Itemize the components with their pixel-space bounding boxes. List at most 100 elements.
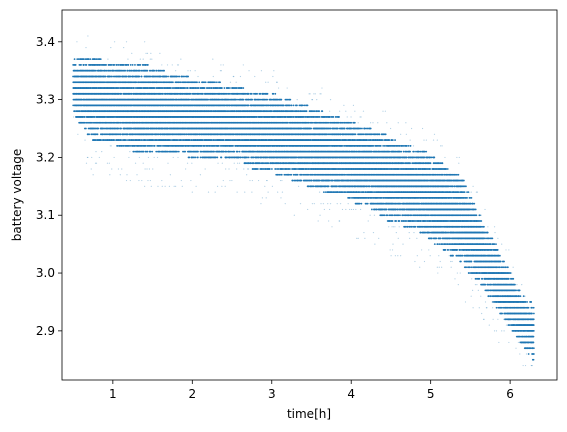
outlier-point	[191, 162, 193, 164]
outlier-point	[243, 168, 245, 170]
data-point	[207, 98, 210, 101]
data-point	[228, 87, 231, 89]
outlier-point	[85, 162, 88, 164]
data-point	[177, 150, 180, 153]
outlier-point	[136, 174, 138, 176]
data-point	[104, 81, 107, 84]
outlier-point	[161, 179, 163, 182]
data-point	[223, 87, 226, 89]
outlier-point	[113, 156, 115, 159]
data-point	[247, 92, 250, 95]
data-point	[110, 64, 113, 66]
data-point	[87, 121, 90, 124]
data-point	[94, 69, 97, 72]
outlier-point	[267, 191, 269, 193]
data-point	[250, 92, 253, 95]
outlier-point	[161, 185, 163, 187]
data-point	[124, 69, 127, 72]
outlier-point	[141, 179, 143, 182]
outlier-point	[195, 185, 197, 187]
outlier-point	[228, 168, 230, 170]
data-point	[242, 87, 245, 89]
outlier-point	[107, 58, 109, 60]
data-point	[239, 156, 242, 159]
data-point	[256, 92, 259, 95]
data-point	[111, 75, 113, 78]
outlier-point	[190, 179, 192, 182]
data-point	[214, 81, 216, 84]
data-point	[140, 75, 143, 78]
outlier-point	[236, 162, 239, 164]
outlier-point	[168, 185, 171, 187]
data-point	[78, 110, 81, 113]
outlier-point	[251, 191, 253, 193]
data-point	[102, 133, 104, 136]
data-point	[119, 133, 122, 136]
outlier-point	[151, 58, 153, 60]
outlier-point	[238, 162, 241, 164]
data-point	[165, 75, 168, 78]
data-point	[149, 150, 152, 153]
data-point	[232, 144, 234, 147]
outlier-point	[94, 162, 97, 164]
data-point	[267, 162, 270, 165]
data-point	[271, 168, 273, 170]
outlier-point	[139, 58, 141, 60]
outlier-point	[222, 64, 224, 66]
data-point	[274, 92, 277, 95]
outlier-point	[204, 168, 206, 170]
data-point	[126, 139, 128, 141]
outlier-point	[148, 168, 150, 170]
outlier-point	[260, 70, 263, 72]
outlier-point	[173, 185, 175, 187]
outlier-point	[129, 151, 131, 153]
outlier-point	[73, 116, 75, 118]
data-point	[202, 92, 204, 95]
outlier-point	[98, 156, 100, 159]
outlier-point	[110, 145, 112, 147]
data-point	[113, 139, 116, 141]
data-point	[272, 92, 275, 95]
outlier-point	[87, 156, 89, 159]
data-point	[73, 110, 76, 113]
outlier-point	[164, 185, 166, 187]
data-point	[120, 92, 123, 95]
data-point	[100, 139, 102, 141]
data-point	[83, 116, 86, 118]
data-point	[142, 150, 145, 153]
outlier-point	[101, 151, 103, 153]
data-point	[85, 64, 88, 66]
outlier-point	[161, 64, 163, 66]
data-point	[252, 162, 255, 165]
outlier-point	[145, 52, 147, 54]
outlier-point	[77, 133, 79, 135]
outlier-point	[247, 168, 250, 170]
data-point	[170, 87, 172, 89]
outlier-point	[207, 191, 210, 193]
data-point	[268, 168, 271, 170]
data-point	[89, 58, 92, 61]
data-point	[162, 92, 164, 95]
data-point	[146, 69, 149, 72]
outlier-point	[189, 70, 191, 72]
outlier-point	[236, 168, 238, 170]
outlier-point	[87, 35, 89, 37]
data-point	[119, 75, 122, 78]
outlier-point	[150, 52, 152, 54]
data-point	[266, 92, 269, 95]
outlier-point	[127, 58, 129, 60]
outlier-point	[267, 81, 269, 83]
outlier-point	[177, 156, 179, 159]
outlier-point	[146, 168, 148, 170]
outlier-point	[157, 185, 159, 187]
data-point	[85, 121, 88, 124]
outlier-point	[180, 179, 182, 182]
outlier-point	[185, 168, 187, 170]
outlier-point	[224, 185, 226, 187]
outlier-point	[138, 156, 140, 159]
outlier-point	[95, 151, 97, 153]
data-point	[146, 64, 149, 66]
data-point	[139, 64, 142, 66]
data-point	[203, 87, 206, 89]
outlier-point	[144, 41, 146, 43]
